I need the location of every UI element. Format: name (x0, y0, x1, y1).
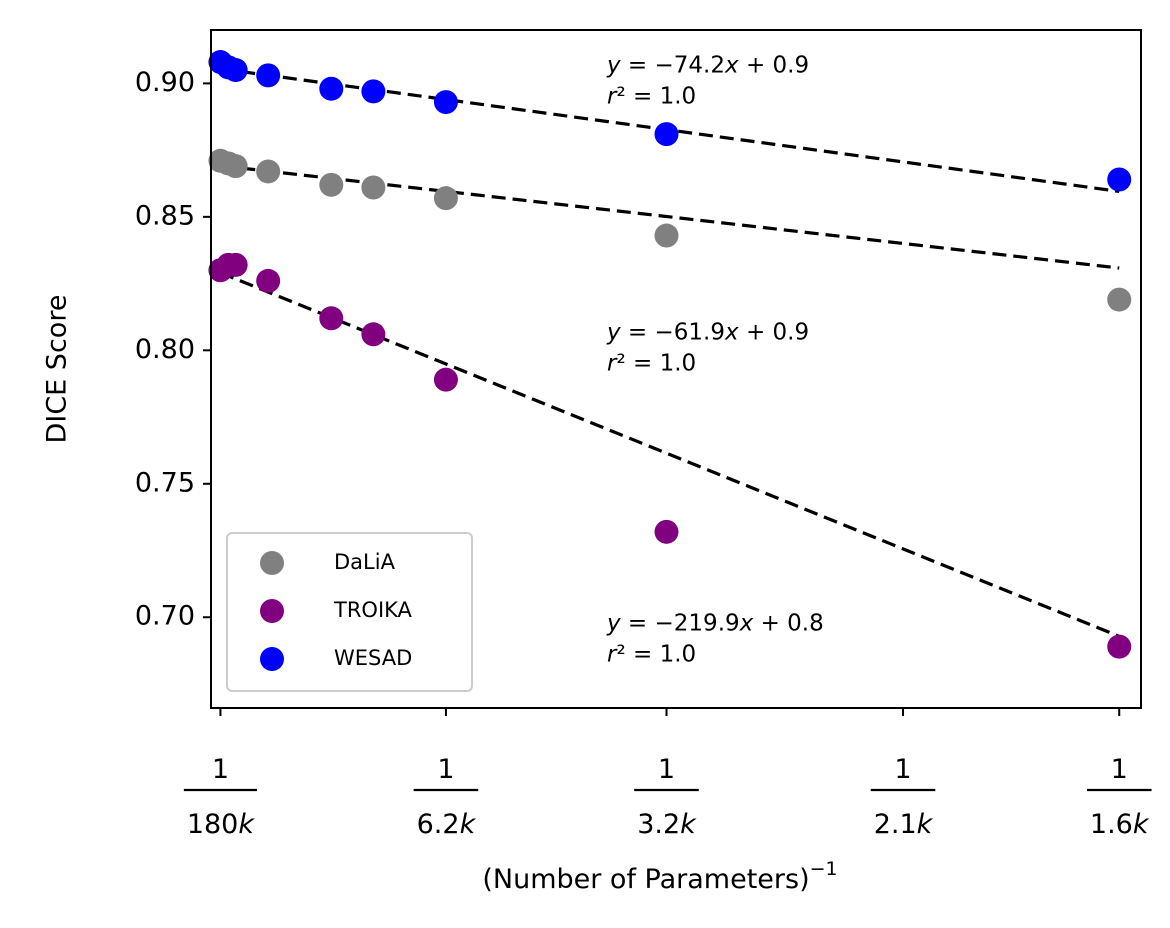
point-wesad-6 (433, 90, 458, 115)
legend-marker-troika (260, 599, 284, 623)
legend-label-dalia: DaLiA (334, 550, 396, 574)
y-tick-label: 0.85 (135, 200, 195, 231)
fit-r2-dalia: r² = 1.0 (607, 351, 696, 377)
x-tick-label-numerator: 1 (658, 754, 675, 785)
point-troika-5 (361, 322, 386, 347)
fit-equation-dalia: y = −61.9x + 0.9 (606, 320, 809, 346)
point-dalia-5 (361, 175, 386, 200)
fit-equation-wesad: y = −74.2x + 0.9 (606, 53, 809, 79)
point-troika-3 (256, 268, 281, 293)
fit-annotations: y = −74.2x + 0.9 r² = 1.0 y = −61.9x + 0.9… (606, 53, 824, 668)
point-wesad-3 (256, 63, 281, 88)
point-wesad-5 (361, 79, 386, 104)
legend-label-wesad: WESAD (334, 646, 412, 670)
point-wesad-8 (1107, 167, 1132, 192)
plot-marks (208, 50, 1132, 659)
fit-line-dalia (220, 164, 1120, 270)
x-axis-label: (Number of Parameters)−1 (482, 858, 837, 895)
point-troika-2 (223, 252, 248, 277)
legend-label-troika: TROIKA (333, 598, 413, 622)
plot-frame (210, 29, 1142, 709)
x-tick-label-numerator: 1 (1111, 754, 1128, 785)
point-wesad-4 (319, 76, 344, 101)
fit-line-troika (219, 271, 1120, 638)
point-troika-8 (1107, 634, 1132, 659)
fit-r2-troika: r² = 1.0 (607, 642, 696, 668)
fit-r2-wesad: r² = 1.0 (607, 84, 696, 110)
y-tick-label: 0.70 (135, 601, 195, 632)
point-troika-6 (433, 367, 458, 392)
point-wesad-2 (223, 58, 248, 83)
legend-marker-wesad (260, 647, 284, 671)
point-dalia-8 (1107, 287, 1132, 312)
point-wesad-7 (654, 122, 679, 147)
point-dalia-4 (319, 172, 344, 197)
x-tick-label-numerator: 1 (894, 754, 911, 785)
point-dalia-6 (433, 186, 458, 211)
legend-marker-dalia (260, 551, 284, 575)
y-axis-label: DICE Score (42, 295, 73, 444)
point-troika-7 (654, 519, 679, 544)
point-dalia-3 (256, 159, 281, 184)
x-tick-label-denominator: 2.1k (874, 809, 934, 840)
axes: 0.70 0.75 0.80 0.85 0.90 1 180k 1 6.2k 1 3.2k 1 2.1k… (135, 67, 1152, 840)
point-troika-4 (319, 306, 344, 331)
legend: DaLiA TROIKA WESAD (226, 532, 473, 692)
fit-equation-troika: y = −219.9x + 0.8 (606, 611, 824, 637)
y-tick-label: 0.80 (135, 334, 195, 365)
point-dalia-2 (223, 154, 248, 179)
x-tick-label-denominator: 1.6k (1090, 809, 1150, 840)
x-tick-label-denominator: 6.2k (417, 809, 477, 840)
x-axis-label-exponent: −1 (810, 858, 838, 880)
x-tick-label-numerator: 1 (437, 754, 454, 785)
x-tick-label-numerator: 1 (212, 754, 229, 785)
x-tick-label-denominator: 180k (187, 809, 256, 840)
legend-box (226, 532, 473, 692)
x-tick-label-denominator: 3.2k (637, 809, 697, 840)
y-tick-label: 0.75 (135, 467, 195, 498)
y-tick-label: 0.90 (135, 67, 195, 98)
x-axis-label-text: (Number of Parameters) (482, 864, 809, 895)
point-dalia-7 (654, 223, 679, 248)
